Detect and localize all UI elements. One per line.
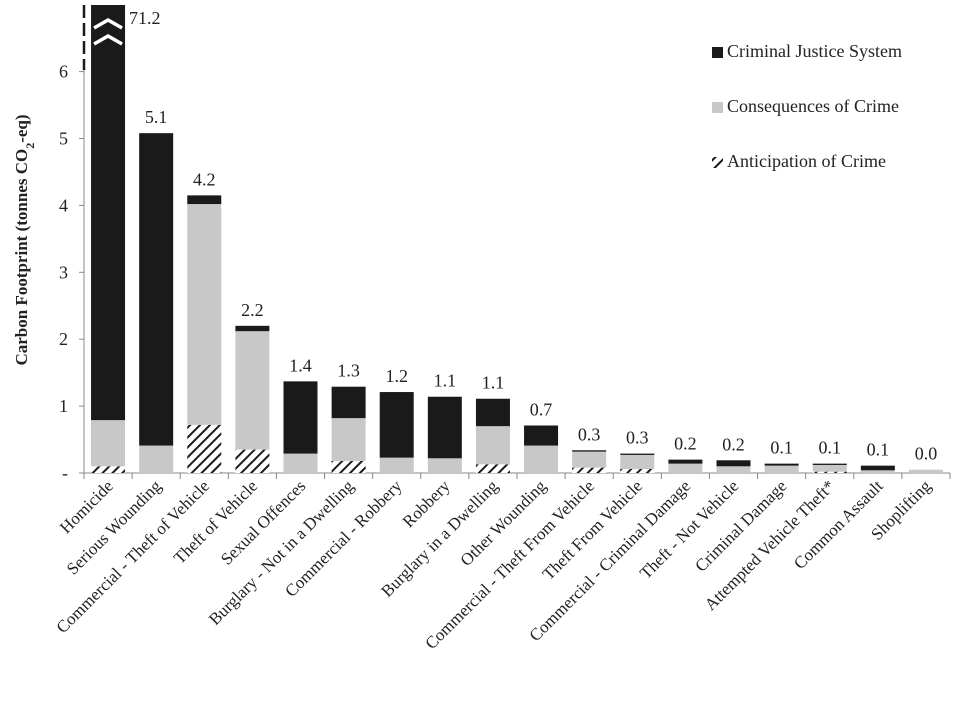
y-tick-label: 5 <box>59 129 68 149</box>
bar-segment-criminal-justice-system <box>91 5 126 421</box>
bar-segment-consequences-of-crime <box>187 204 222 425</box>
data-label: 1.2 <box>385 366 408 386</box>
bar-segment-criminal-justice-system <box>283 381 318 454</box>
bar-segment-criminal-justice-system <box>524 425 559 446</box>
bar-segment-consequences-of-crime <box>764 465 799 473</box>
x-tick-label: Theft of Vehicle <box>170 476 261 567</box>
bar-segment-consequences-of-crime <box>427 458 462 473</box>
data-label: 1.4 <box>289 355 312 375</box>
bar-segment-consequences-of-crime <box>475 426 510 465</box>
data-label: 0.3 <box>578 424 601 444</box>
bar-segment-criminal-justice-system <box>379 392 414 458</box>
axis-break-chevron <box>93 17 123 30</box>
y-axis-label: Carbon Footprint (tonnes CO2-eq) <box>12 114 37 365</box>
bar-segment-consequences-of-crime <box>379 457 414 473</box>
data-label: 5.1 <box>145 107 168 127</box>
bar-segment-consequences-of-crime <box>235 331 270 450</box>
y-tick-label: 6 <box>59 62 68 82</box>
bar-segment-consequences-of-crime <box>283 453 318 473</box>
data-label: 2.2 <box>241 300 264 320</box>
y-tick-label: - <box>62 463 68 483</box>
bar-segment-consequences-of-crime <box>91 420 126 467</box>
bar-segment-criminal-justice-system <box>139 133 174 446</box>
bar-segment-anticipation-of-crime <box>235 449 270 473</box>
data-label: 0.3 <box>626 428 649 448</box>
legend-swatch <box>712 157 723 168</box>
bar-segment-consequences-of-crime <box>716 466 751 473</box>
data-label: 71.2 <box>129 8 161 28</box>
y-tick-label: 1 <box>59 396 68 416</box>
bar-segment-consequences-of-crime <box>620 454 655 469</box>
legend-label: Anticipation of Crime <box>727 151 886 171</box>
x-tick-label: Other Wounding <box>457 476 551 570</box>
bar-segment-consequences-of-crime <box>860 470 895 473</box>
y-tick-label: 4 <box>59 195 68 215</box>
bar-segment-anticipation-of-crime <box>187 424 222 473</box>
bar-segment-criminal-justice-system <box>668 459 703 464</box>
bar-segment-consequences-of-crime <box>524 445 559 473</box>
y-tick-label: 3 <box>59 262 68 282</box>
x-tick-label: Sexual Offences <box>217 476 309 568</box>
y-tick-label: 2 <box>59 329 68 349</box>
bar-segment-criminal-justice-system <box>475 398 510 427</box>
bar-segment-criminal-justice-system <box>620 453 655 455</box>
bar-segment-anticipation-of-crime <box>620 468 655 473</box>
bar-segment-consequences-of-crime <box>139 445 174 473</box>
bar-segment-criminal-justice-system <box>860 465 895 471</box>
bars <box>91 5 943 473</box>
bar-segment-anticipation-of-crime <box>331 460 366 473</box>
data-label: 1.1 <box>434 371 457 391</box>
data-label: 0.1 <box>770 438 793 458</box>
bar-segment-consequences-of-crime <box>572 451 607 468</box>
bar-segment-criminal-justice-system <box>427 396 462 459</box>
axis-break-chevron <box>93 33 123 46</box>
bar-segment-criminal-justice-system <box>764 463 799 466</box>
legend: Criminal Justice System Consequences of C… <box>712 41 902 171</box>
bar-segment-anticipation-of-crime <box>572 467 607 473</box>
bar-segment-criminal-justice-system <box>716 460 751 467</box>
bar-segment-anticipation-of-crime <box>812 471 847 473</box>
data-label: 0.0 <box>915 444 938 464</box>
bar-segment-criminal-justice-system <box>812 463 847 465</box>
legend-swatch <box>712 47 723 58</box>
data-label: 0.1 <box>818 438 841 458</box>
bar-segment-anticipation-of-crime <box>91 466 126 473</box>
bar-segment-criminal-justice-system <box>187 195 222 205</box>
bar-segment-consequences-of-crime <box>668 463 703 473</box>
data-label: 4.2 <box>193 169 216 189</box>
data-label: 1.1 <box>482 373 505 393</box>
bar-segment-consequences-of-crime <box>331 418 366 461</box>
axes <box>79 5 951 479</box>
legend-label: Criminal Justice System <box>727 41 902 61</box>
data-labels: 71.2 5.1 4.2 2.2 1.4 1.3 1.2 1.1 1.1 0.7 0.3 0.3 0.2… <box>129 8 937 464</box>
bar-segment-consequences-of-crime <box>812 464 847 472</box>
bar-segment-criminal-justice-system <box>331 386 366 419</box>
y-tick-labels: - 1 2 3 4 5 6 <box>59 62 68 483</box>
data-label: 0.2 <box>722 434 745 454</box>
legend-label: Consequences of Crime <box>727 96 899 116</box>
data-label: 0.1 <box>867 440 890 460</box>
bar-segment-criminal-justice-system <box>572 450 607 452</box>
bar-segment-anticipation-of-crime <box>475 464 510 473</box>
data-label: 0.2 <box>674 434 697 454</box>
data-label: 1.3 <box>337 361 360 381</box>
data-label: 0.7 <box>530 400 553 420</box>
legend-swatch <box>712 102 723 113</box>
bar-segment-consequences-of-crime <box>908 469 943 473</box>
bar-segment-criminal-justice-system <box>235 325 270 332</box>
